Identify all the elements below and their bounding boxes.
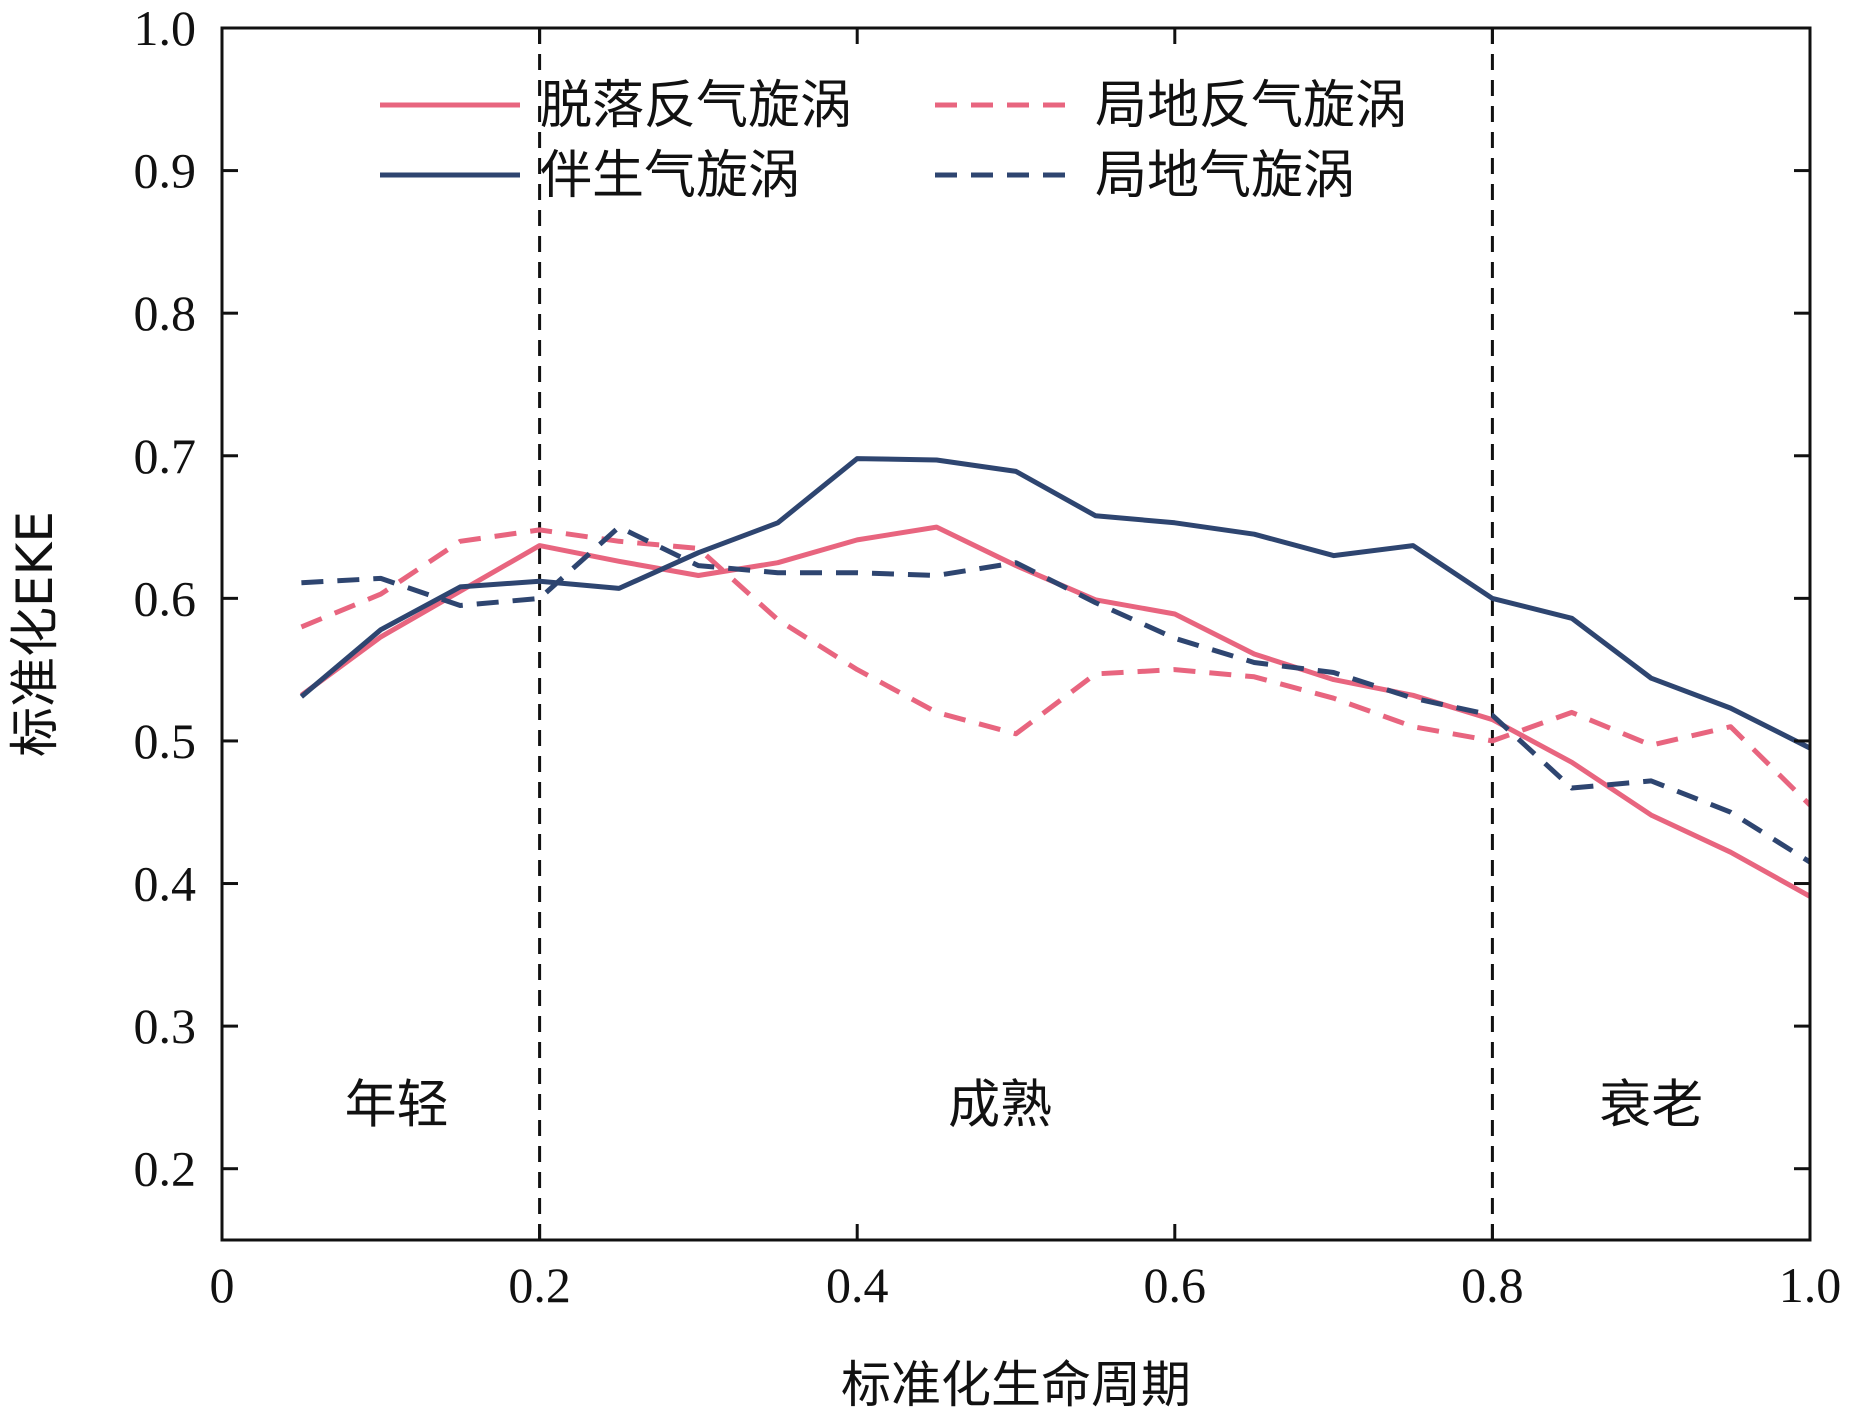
series-line-3 xyxy=(301,524,1810,865)
series-line-2 xyxy=(300,527,1810,807)
y-tick-label-7: 0.9 xyxy=(134,143,197,199)
x-tick-label-1: 0.2 xyxy=(508,1257,571,1313)
y-tick-label-1: 0.3 xyxy=(134,998,197,1054)
plot-frame xyxy=(220,26,1812,1242)
y-tick-label-3: 0.5 xyxy=(134,713,197,769)
series-layer xyxy=(299,456,1810,899)
legend-label-2: 局地反气旋涡 xyxy=(1095,76,1407,136)
x-tick-label-3: 0.6 xyxy=(1144,1257,1207,1313)
x-tick-label-0: 0 xyxy=(210,1257,235,1313)
stage-label-0: 年轻 xyxy=(345,1076,449,1136)
plot-area: 年轻 成熟 衰老 xyxy=(345,28,1703,1240)
legend-label-3: 局地气旋涡 xyxy=(1095,146,1355,206)
legend-label-0: 脱落反气旋涡 xyxy=(540,76,852,136)
tick-labels: 0 0.2 0.4 0.6 0.8 1.0 0.2 0.3 0.4 0.5 0.6 0.7 0.8 0.9… xyxy=(134,0,1842,1313)
y-tick-label-8: 1.0 xyxy=(134,0,197,56)
legend-label-1: 伴生气旋涡 xyxy=(540,146,800,206)
y-axis-label: 标准化EKE xyxy=(6,511,64,757)
x-tick-label-4: 0.8 xyxy=(1461,1257,1524,1313)
y-tick-label-2: 0.4 xyxy=(134,856,197,912)
y-tick-label-0: 0.2 xyxy=(134,1141,197,1197)
x-tick-label-5: 1.0 xyxy=(1779,1257,1842,1313)
x-tick-label-2: 0.4 xyxy=(826,1257,889,1313)
series-line-1 xyxy=(299,456,1810,751)
y-tick-label-6: 0.8 xyxy=(134,285,197,341)
y-tick-label-5: 0.7 xyxy=(134,428,197,484)
x-axis-label: 标准化生命周期 xyxy=(841,1356,1191,1414)
stage-label-1: 成熟 xyxy=(948,1076,1052,1136)
axes-frame xyxy=(220,26,1812,1242)
stage-label-2: 衰老 xyxy=(1599,1076,1703,1136)
y-tick-label-4: 0.6 xyxy=(134,570,197,626)
